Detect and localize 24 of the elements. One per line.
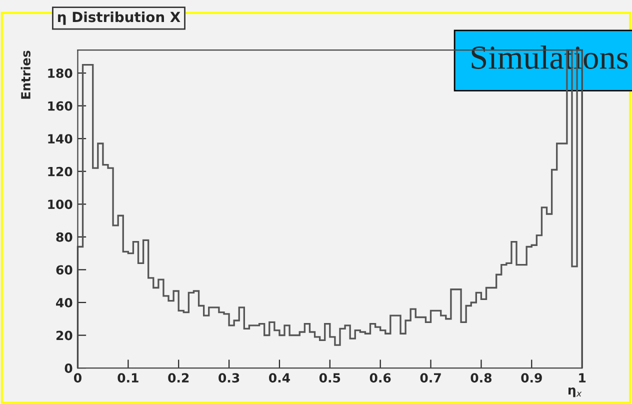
x-tick-label: 0.8 <box>470 373 492 383</box>
x-tick-label: 0.5 <box>319 373 340 383</box>
x-tick-label: 0.3 <box>218 373 240 383</box>
y-tick-label: 120 <box>48 166 72 176</box>
y-tick-label: 160 <box>48 101 72 111</box>
y-tick-label: 0 <box>64 364 72 373</box>
x-tick-label: 0 <box>74 373 82 383</box>
y-tick-label: 180 <box>48 68 72 78</box>
x-tick-label: 0.4 <box>268 373 290 383</box>
y-tick-label: 100 <box>48 200 72 210</box>
chart-title: η Distribution X <box>58 11 180 25</box>
x-tick-label: 0.6 <box>370 373 391 383</box>
y-axis-title: Entries <box>20 50 30 99</box>
x-tick-label: 0.1 <box>118 373 138 383</box>
y-tick-label: 140 <box>48 134 72 144</box>
y-tick-label: 80 <box>56 232 72 242</box>
x-tick-label: 0.9 <box>521 373 542 383</box>
x-tick-label: 0.7 <box>420 373 441 383</box>
y-tick-label: 20 <box>56 330 72 340</box>
y-tick-label: 60 <box>56 265 72 275</box>
x-tick-label: 1 <box>579 373 586 382</box>
x-tick-label: 0.2 <box>168 373 189 383</box>
x-axis-title: η$_{x}$ <box>568 387 582 398</box>
y-tick-label: 40 <box>56 298 72 308</box>
